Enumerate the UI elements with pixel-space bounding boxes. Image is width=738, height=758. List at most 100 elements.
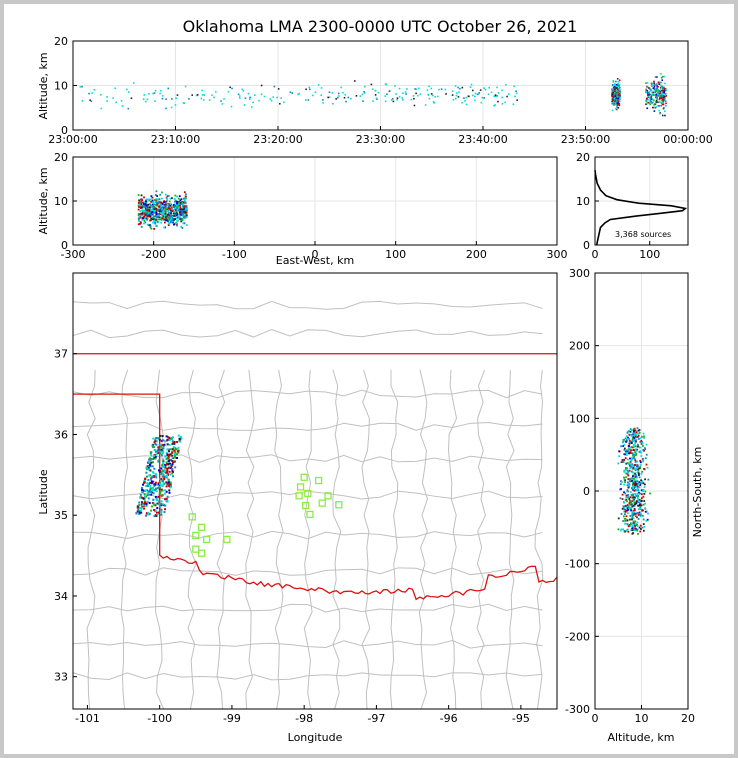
source-point xyxy=(631,477,634,479)
source-point xyxy=(634,464,636,466)
source-point xyxy=(623,443,626,446)
source-point xyxy=(175,97,177,100)
source-point xyxy=(620,461,623,464)
source-point xyxy=(629,496,632,499)
source-point xyxy=(181,218,184,221)
source-point xyxy=(184,207,187,210)
source-point xyxy=(276,96,278,99)
source-point xyxy=(632,485,634,488)
source-point xyxy=(648,101,650,104)
source-point xyxy=(623,483,625,486)
source-point xyxy=(153,218,155,221)
source-point xyxy=(148,199,151,202)
source-point xyxy=(662,102,664,104)
source-point xyxy=(655,76,658,78)
source-point xyxy=(618,89,621,92)
source-point xyxy=(618,84,621,86)
station-marker xyxy=(306,510,314,519)
source-point xyxy=(626,471,629,474)
source-point xyxy=(155,502,158,505)
source-point xyxy=(121,105,124,107)
y-tick-label: -200 xyxy=(565,630,590,643)
source-point xyxy=(178,218,181,221)
source-point xyxy=(140,201,142,203)
source-point xyxy=(508,93,510,95)
source-point xyxy=(145,471,148,474)
source-point xyxy=(649,88,651,91)
source-point xyxy=(374,89,377,92)
source-point xyxy=(654,94,657,97)
source-point xyxy=(645,99,648,101)
source-point xyxy=(211,94,213,97)
source-point xyxy=(161,489,164,492)
source-point xyxy=(227,90,230,93)
source-point xyxy=(167,466,170,469)
source-point xyxy=(632,436,635,439)
source-point xyxy=(620,481,623,483)
source-point xyxy=(643,486,646,489)
source-point xyxy=(635,431,638,434)
source-point xyxy=(145,468,148,471)
source-point xyxy=(663,75,665,78)
source-point xyxy=(434,96,437,98)
source-point xyxy=(159,203,162,205)
source-point xyxy=(660,102,663,104)
source-point xyxy=(181,210,183,213)
source-point xyxy=(152,457,155,460)
source-point xyxy=(317,84,320,86)
source-point xyxy=(166,468,169,471)
source-point xyxy=(176,224,178,227)
source-point xyxy=(142,217,145,220)
source-point xyxy=(155,440,158,443)
source-point xyxy=(176,219,179,222)
source-point xyxy=(611,94,613,96)
source-point xyxy=(147,206,150,209)
source-point xyxy=(618,93,621,96)
source-point xyxy=(142,502,145,505)
source-point xyxy=(391,97,394,100)
source-point xyxy=(151,465,154,468)
source-point xyxy=(152,492,155,495)
source-point xyxy=(156,203,159,205)
source-point xyxy=(167,463,170,466)
source-point xyxy=(141,488,144,491)
source-point xyxy=(638,431,641,434)
source-point xyxy=(171,468,174,471)
source-point xyxy=(350,97,352,100)
source-point xyxy=(165,218,168,221)
ew-height-xlabel: East-West, km xyxy=(276,254,354,267)
source-point xyxy=(153,483,156,486)
source-point xyxy=(147,203,150,206)
source-point xyxy=(147,468,150,471)
source-point xyxy=(635,435,637,438)
source-point xyxy=(152,221,154,224)
county-line xyxy=(476,369,486,709)
source-point xyxy=(640,497,643,500)
source-point xyxy=(158,205,160,208)
source-point xyxy=(493,95,496,98)
source-point xyxy=(162,450,165,453)
source-point xyxy=(154,201,157,204)
source-point xyxy=(629,478,632,480)
source-point xyxy=(171,451,174,454)
source-point xyxy=(657,104,660,107)
source-point xyxy=(659,94,662,97)
source-point xyxy=(169,208,171,210)
plan-view-xlabel: Longitude xyxy=(288,731,343,744)
source-point xyxy=(634,448,637,451)
source-point xyxy=(159,450,162,453)
source-point xyxy=(618,102,621,105)
source-point xyxy=(184,201,187,204)
source-point xyxy=(633,489,636,492)
source-point xyxy=(162,461,165,464)
source-point xyxy=(172,446,175,449)
source-point xyxy=(643,435,645,438)
source-point xyxy=(662,100,664,102)
source-point xyxy=(617,100,619,102)
source-point xyxy=(155,476,158,479)
source-point xyxy=(629,441,632,443)
source-point xyxy=(637,473,640,476)
source-point xyxy=(626,500,628,503)
source-point xyxy=(158,503,161,506)
